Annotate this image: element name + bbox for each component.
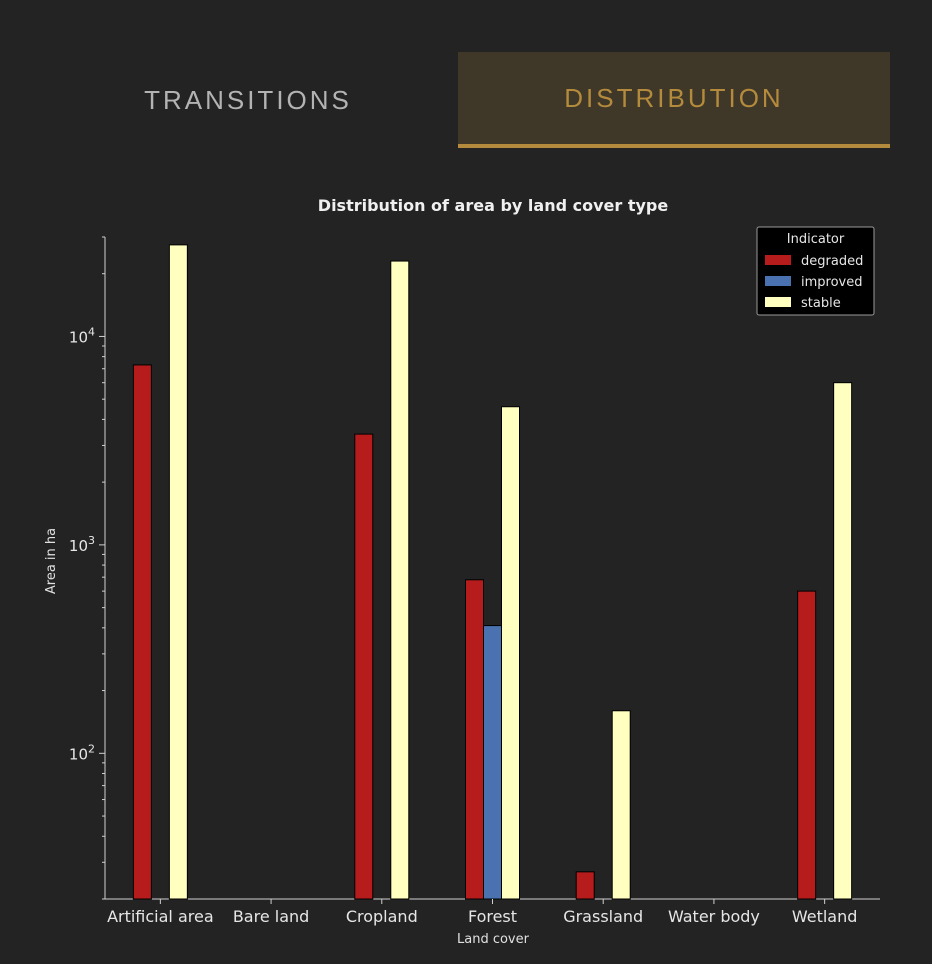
bar-stable-3 [501,406,520,900]
y-tick-label: 102 [69,742,95,763]
y-tick-label: 103 [69,534,95,555]
bar-stable-0 [168,244,188,900]
legend-label-improved: improved [801,275,862,290]
bar-stable-2 [390,260,410,900]
bar-stable-6 [833,382,853,900]
x-tick-label: Artificial area [107,907,214,926]
bar-degraded-0 [132,364,152,900]
x-tick-label: Water body [668,907,760,926]
x-tick-label: Cropland [346,907,418,926]
bar-degraded-4 [575,871,595,900]
x-tick-label: Wetland [792,907,858,926]
legend-label-stable: stable [801,296,841,311]
bar-stable-4 [611,710,631,900]
x-tick-label: Forest [468,907,517,926]
plot-area: 102 103 104 Artificial area Bare land Croplan… [69,236,880,926]
legend-swatch-stable [765,297,791,307]
legend-swatch-degraded [765,255,791,265]
chart-legend: Indicator degraded improved stable [756,226,875,316]
x-axis-label: Land cover [457,932,530,947]
bar-degraded-3 [465,579,484,900]
legend-swatch-improved [765,276,791,286]
tab-transitions[interactable]: TRANSITIONS [144,84,352,115]
bar-degraded-6 [797,590,817,900]
legend-title: Indicator [787,232,845,247]
y-tick-label: 104 [69,325,95,346]
bar-degraded-2 [354,433,374,900]
bar-improved-3 [483,625,502,900]
legend-box [756,226,875,316]
x-tick-label: Bare land [233,907,309,926]
y-axis-label: Area in ha [44,528,59,594]
chart-title: Distribution of area by land cover type [318,196,669,215]
x-tick-label: Grassland [563,907,643,926]
legend-label-degraded: degraded [801,254,863,269]
tab-distribution[interactable]: DISTRIBUTION [458,52,890,148]
